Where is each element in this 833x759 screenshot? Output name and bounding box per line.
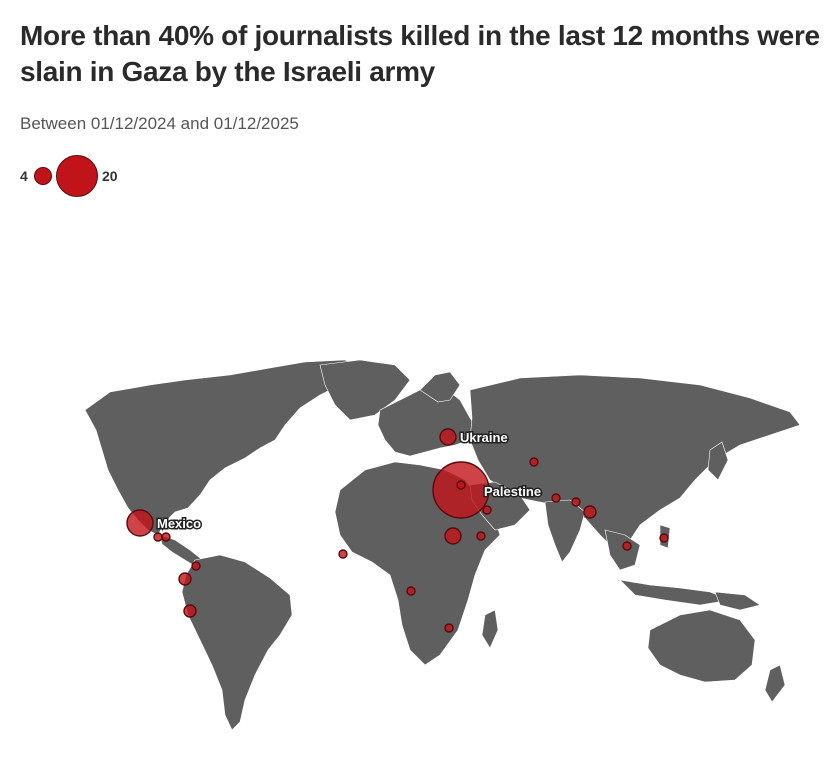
bubble-somalia [476,531,486,541]
bubble-iraq [529,457,539,467]
bubble-guatemala [153,532,163,542]
southeast-asia [604,529,641,571]
south-america [181,554,293,731]
bubble-peru [183,604,197,618]
bubble-drc [406,586,416,596]
bubble-ecuador [178,572,192,586]
bubble-bangladesh [583,505,597,519]
bubble-mexico [126,509,154,537]
size-legend: 4 20 [18,155,218,199]
legend-small-circle [34,167,52,185]
bubble-cambodia [622,541,632,551]
bubble-palestine [432,461,490,519]
chart-subtitle: Between 01/12/2024 and 01/12/2025 [20,114,299,133]
asia [469,374,801,551]
australia [647,609,756,683]
bubble-philippines [659,533,669,543]
label-mexico: Mexico [157,516,201,531]
bubble-sudan [444,527,462,545]
chart-title: More than 40% of journalists killed in t… [20,20,820,87]
new-zealand [764,664,786,703]
bubble-zimbabwe [444,623,454,633]
india [544,499,586,563]
land-masses [84,359,801,731]
bubble-palestine-center [456,480,466,490]
bubble-ukraine [439,428,457,446]
bubble-yemen [482,505,492,515]
bubble-honduras [161,532,171,542]
north-america [84,359,366,536]
indonesia [619,579,732,606]
bubble-colombia [191,561,201,571]
label-palestine: Palestine [484,484,541,499]
country-labels: Ukraine Palestine Mexico [156,429,543,533]
bubble-india [571,497,581,507]
journalist-bubbles [126,428,669,633]
papua [714,591,761,611]
label-ukraine: Ukraine [460,430,508,445]
legend-large-value: 20 [102,168,118,184]
legend-large-circle [56,155,98,197]
bubble-pakistan [551,493,561,503]
bubble-west-africa [338,549,348,559]
japan [707,441,729,481]
legend-small-value: 4 [20,168,28,184]
scandinavia [419,371,461,403]
world-map: Ukraine Palestine Mexico [84,359,801,731]
madagascar [481,609,499,649]
